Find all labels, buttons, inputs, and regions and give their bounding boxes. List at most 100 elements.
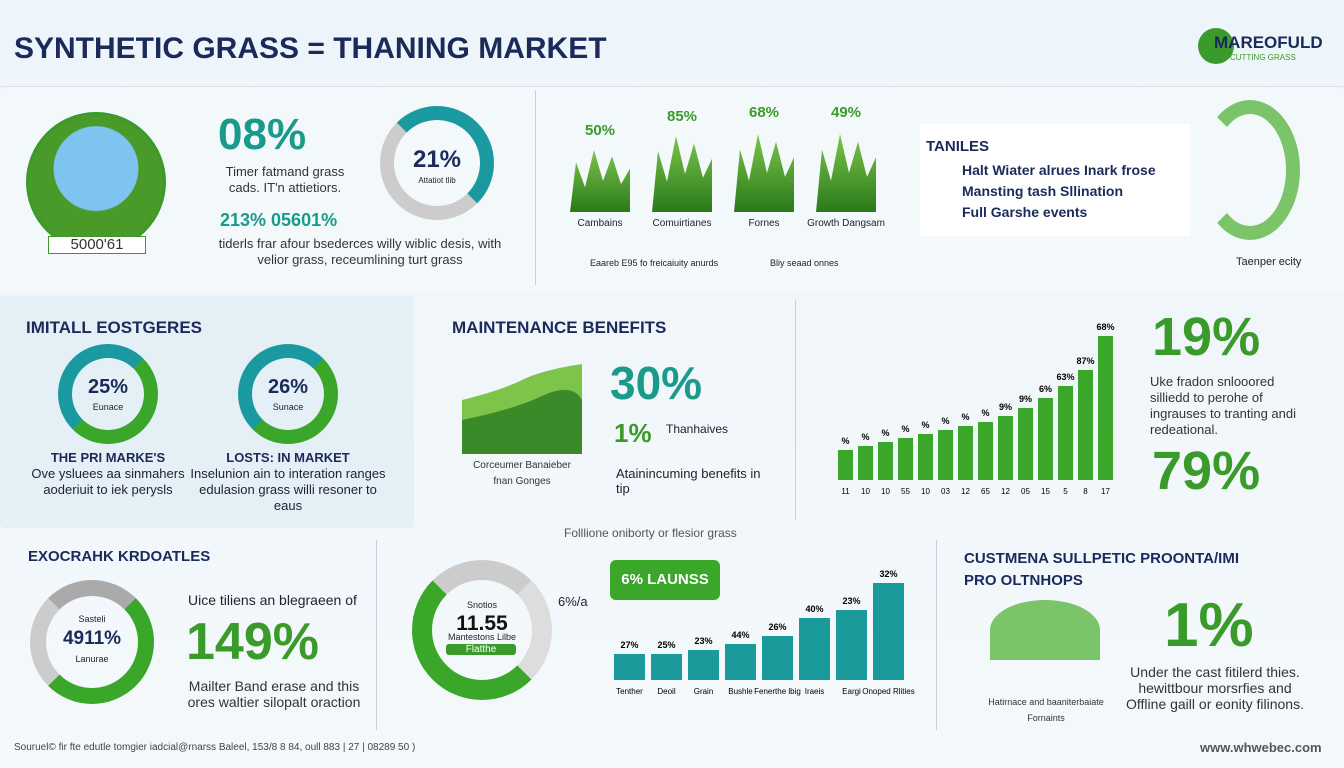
bar <box>1038 398 1053 480</box>
logo-icon <box>1198 28 1234 64</box>
panel-title: CUSTMENA SULLPETIC PROONTA/IMI PRO OLTNH… <box>964 550 1239 589</box>
note: Atainincuming benefits in tip <box>616 466 761 496</box>
bar-note: 68% <box>1096 322 1114 332</box>
bar-note: 63% <box>1056 372 1074 382</box>
category: 12 <box>1001 487 1010 496</box>
bar-note: % <box>981 408 989 418</box>
bar <box>1018 408 1033 480</box>
bar-note: 49% <box>830 104 862 121</box>
stat2: 79% <box>1152 441 1261 501</box>
donut-value: 26% <box>267 376 309 398</box>
category: 11 <box>841 487 850 496</box>
bar-note: 23% <box>694 636 712 646</box>
bar-note: 26% <box>768 622 786 632</box>
category: 10 <box>921 487 930 496</box>
donut-sub: Sunace <box>272 402 304 412</box>
grass-clump <box>734 134 794 212</box>
divider-text: Folllione oniborty or flesior grass <box>564 526 737 540</box>
logo-sub: CUTTING GRASS <box>1230 53 1296 62</box>
category: Fornes <box>748 218 780 229</box>
source: Souruel© fir fte edutle tomgier iadcial@… <box>14 742 416 753</box>
bar <box>998 416 1013 480</box>
area-chart <box>462 364 582 454</box>
category: Iraeis <box>805 687 825 696</box>
stat-text: Timer fatmand grass cads. IT'n attietior… <box>225 164 345 195</box>
image-label: 5000'61 <box>48 236 146 254</box>
stat: 19% <box>1152 307 1261 367</box>
intro: Uice tiliens an blegraeen of <box>188 592 357 608</box>
bar-note: 9% <box>999 402 1012 412</box>
bar-note: 6% <box>1039 384 1052 394</box>
bar-note: % <box>921 420 929 430</box>
bar <box>978 422 993 480</box>
category: 65 <box>981 487 990 496</box>
bar-note: % <box>901 424 909 434</box>
bar <box>858 446 873 480</box>
bar-note: 85% <box>666 108 698 125</box>
bar-chart: 27% Tenther 25% Deoil 23% Grain 44% Bushle 26% Fe… <box>614 569 915 696</box>
bar-note: % <box>861 432 869 442</box>
stat: 30% <box>610 357 703 409</box>
category: Eargi <box>842 687 861 696</box>
stat2: 213% 05601% <box>220 210 338 230</box>
text: Inselunion ain to interation ranges edul… <box>190 466 386 513</box>
bar-note: 44% <box>731 630 749 640</box>
label: THE PRI MARKE'S <box>50 450 166 465</box>
category: Onoped Rlities <box>862 687 914 696</box>
bar-note: 32% <box>879 569 897 579</box>
bar <box>873 583 904 680</box>
stat: 1% <box>1164 591 1254 660</box>
bar <box>938 430 953 480</box>
bar-note: 40% <box>805 604 823 614</box>
stat2-text: tiderls frar afour bsederces willy wibli… <box>218 236 502 267</box>
bar <box>1078 370 1093 480</box>
donut-sub: Attatiot tlib <box>418 176 456 185</box>
check-item: Full Garshe events <box>962 204 1088 220</box>
bar-note: 50% <box>584 122 616 139</box>
caption: Hatirnace and baaniterbaiate Fornaints <box>988 697 1104 723</box>
gauge-top: Snotios <box>466 600 498 610</box>
category: 12 <box>961 487 970 496</box>
divider <box>795 300 796 520</box>
bar-note: % <box>941 416 949 426</box>
donut-value: 4911% <box>62 628 122 649</box>
bar-note: % <box>841 436 849 446</box>
bar-note: % <box>961 412 969 422</box>
category: 55 <box>901 487 910 496</box>
stat2: 1% <box>614 418 652 448</box>
grass-clump <box>816 134 876 212</box>
divider <box>936 540 937 730</box>
check-item: Mansting tash Sllination <box>962 183 1124 199</box>
panel-title: MAINTENANCE BENEFITS <box>452 318 667 337</box>
category: Fenerthe lbig <box>754 687 801 696</box>
text: Ove ysluees aa sinmahers aoderiuit to ie… <box>31 466 185 497</box>
bar <box>651 654 682 680</box>
bar <box>878 442 893 480</box>
bar <box>898 438 913 480</box>
stat2-text: Thanhaives <box>666 422 729 436</box>
category: Comuirtianes <box>652 218 712 229</box>
grass-clump <box>652 136 712 212</box>
legend: Eaareb E95 fo freicaiuity anurds <box>590 258 719 268</box>
bar-note: 23% <box>842 596 860 606</box>
text: Mailter Band erase and this ores waltier… <box>187 678 361 710</box>
bar-note: 27% <box>620 640 638 650</box>
divider <box>535 90 536 285</box>
category: Cambains <box>577 218 623 229</box>
bar-note: % <box>881 428 889 438</box>
gauge-value: 11.55 <box>456 612 508 635</box>
category: Growth Dangsam <box>807 218 885 229</box>
bar-note: 68% <box>748 104 780 121</box>
tree-icon <box>990 600 1100 660</box>
bar <box>1098 336 1113 480</box>
logo: MAREOFULD <box>1214 33 1323 52</box>
category: 10 <box>881 487 890 496</box>
bubble: 6% LAUNSS <box>610 560 720 600</box>
url: www.whwebec.com <box>1200 740 1322 755</box>
legend: Bliy seaad onnes <box>770 258 839 268</box>
gauge-sub: Mantestons Lilbe <box>447 632 517 642</box>
category: Tenther <box>616 687 643 696</box>
donut-value: 21% <box>412 146 462 173</box>
checklist-title: TANILES <box>926 138 990 155</box>
